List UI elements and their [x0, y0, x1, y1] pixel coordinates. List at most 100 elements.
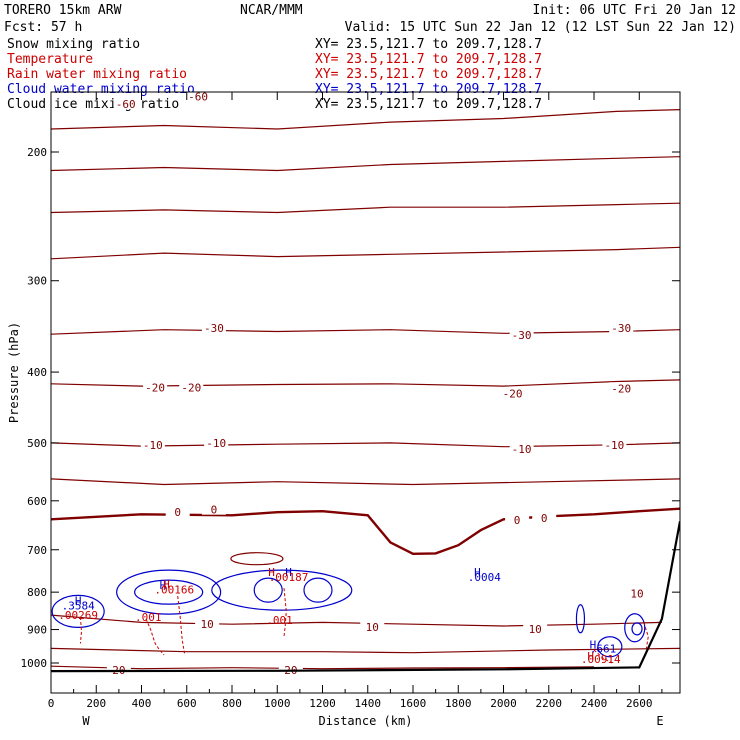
legend-xy: XY= 23.5,121.7 to 209.7,128.7 [315, 52, 542, 67]
isotherm-label: -20 [145, 382, 165, 395]
isotherm-label: 0 [541, 512, 548, 525]
y-axis-label: Pressure (hPa) [7, 322, 21, 423]
max-marker: H [160, 579, 167, 592]
isotherm-label-bg [195, 618, 220, 630]
cloud-contour [51, 594, 105, 628]
isotherm-label: -60 [602, 67, 622, 80]
max-value-label: .661 [590, 643, 617, 656]
max-marker: H [474, 566, 481, 579]
y-tick-label: 400 [27, 366, 47, 379]
isotherm-label: -10 [206, 437, 226, 450]
x-tick-label: 2200 [536, 697, 563, 710]
center-name: NCAR/MMM [240, 3, 303, 18]
y-tick-label: 600 [27, 495, 47, 508]
y-tick-label: 200 [27, 146, 47, 159]
isotherm-label-bg [140, 438, 165, 450]
x-tick-label: 400 [132, 697, 152, 710]
cloud-contour [253, 577, 283, 603]
x-tick-label: 600 [177, 697, 197, 710]
valid-time: Valid: 15 UTC Sun 22 Jan 12 (12 LST Sun … [345, 20, 736, 35]
model-name: TORERO 15km ARW [4, 3, 122, 18]
max-marker: H [268, 566, 275, 579]
rain-contour [79, 616, 83, 644]
isotherm-label-bg [509, 443, 534, 455]
y-tick-label: 700 [27, 544, 47, 557]
isotherm-label-bg [609, 321, 634, 333]
isotherm-label: 0 [174, 506, 181, 519]
legend-xy: XY= 23.5,121.7 to 209.7,128.7 [315, 82, 542, 97]
legend-xy: XY= 23.5,121.7 to 209.7,128.7 [315, 37, 542, 52]
isotherm-label: -10 [512, 443, 532, 456]
cloud-contour [575, 604, 586, 634]
max-value-label: .001 [135, 611, 162, 624]
isotherm-label: 0 [211, 504, 218, 517]
isotherm-label: -20 [611, 382, 631, 395]
max-marker: H [590, 638, 597, 651]
x-tick-label: 2000 [490, 697, 517, 710]
isotherm-label: -60 [188, 91, 208, 104]
isotherm-label-bg [143, 381, 168, 393]
isotherm-line [51, 109, 680, 130]
isotherm-label-bg [500, 387, 525, 399]
plot-frame [50, 91, 681, 694]
x-tick-label: 1400 [355, 697, 382, 710]
y-tick-label: 500 [27, 437, 47, 450]
max-marker: H [587, 650, 594, 663]
cloud-contour [303, 577, 333, 603]
x-tick-label: 2600 [626, 697, 653, 710]
isotherm-line [51, 246, 680, 260]
isotherm-label: -10 [143, 439, 163, 452]
isotherm-line [51, 665, 595, 670]
isotherm-line [51, 507, 680, 556]
terrain-line [51, 521, 680, 673]
isotherm-label-bg [113, 98, 138, 110]
cloud-contour [116, 569, 222, 615]
cloud-contour [624, 613, 646, 643]
isotherm-label: -10 [604, 439, 624, 452]
legend-label: Snow mixing ratio [7, 37, 140, 52]
isotherm-label: 10 [366, 621, 379, 634]
isotherm-line [51, 379, 680, 387]
x-axis-label: Distance (km) [319, 714, 413, 728]
isotherm-cell [230, 552, 284, 566]
x-tick-label: 1800 [445, 697, 472, 710]
legend-label: Temperature [7, 52, 93, 67]
rain-contour [145, 618, 165, 656]
y-tick-label: 800 [27, 586, 47, 599]
y-tick-label: 900 [27, 624, 47, 637]
isotherm-label-bg [360, 621, 385, 633]
isotherm-label-bg [625, 587, 650, 599]
isotherm-label: 10 [529, 623, 542, 636]
legend-label: Cloud ice mixing ratio [7, 97, 179, 112]
isotherm-label: -30 [204, 322, 224, 335]
x-tick-label: 1600 [400, 697, 427, 710]
max-value-label: .00914 [581, 653, 621, 666]
legend: Snow mixing ratio XY= 23.5,121.7 to 209.7… [7, 37, 542, 112]
max-value-label: .0004 [468, 571, 501, 584]
y-tick-label: 1000 [21, 657, 48, 670]
forecast-hour: Fcst: 57 h [4, 20, 82, 35]
max-value-label: .3584 [62, 600, 95, 613]
isotherm-label-bg [523, 622, 548, 634]
x-tick-label: 200 [86, 697, 106, 710]
contours: -60-60-60 -60-30-30-30-20 -20 -20 -20-10 -10-… [51, 67, 680, 677]
isotherm-label-bg [509, 329, 534, 341]
cloud-contour [631, 622, 643, 636]
isotherm-label-bg [201, 503, 226, 515]
cloud-contour [211, 569, 353, 611]
isotherm-label-bg [201, 321, 226, 333]
x-tick-label: 800 [222, 697, 242, 710]
isotherm-label-bg [165, 506, 190, 518]
legend-label: Rain water mixing ratio [7, 67, 187, 82]
isotherm-line [51, 478, 680, 486]
max-value-label: .00269 [58, 609, 98, 622]
isotherm-label-bg [609, 382, 634, 394]
isotherm-label: 0 [514, 514, 521, 527]
isotherm-line [51, 647, 680, 654]
isotherm-label: 10 [200, 618, 213, 631]
legend-xy: XY= 23.5,121.7 to 209.7,128.7 [315, 97, 542, 112]
legend-label: Cloud water mixing ratio [7, 82, 195, 97]
plot-area: -60-60-60 -60-30-30-30-20 -20 -20 -20-10 -10-… [51, 67, 680, 677]
isotherm-label: 10 [630, 587, 643, 600]
